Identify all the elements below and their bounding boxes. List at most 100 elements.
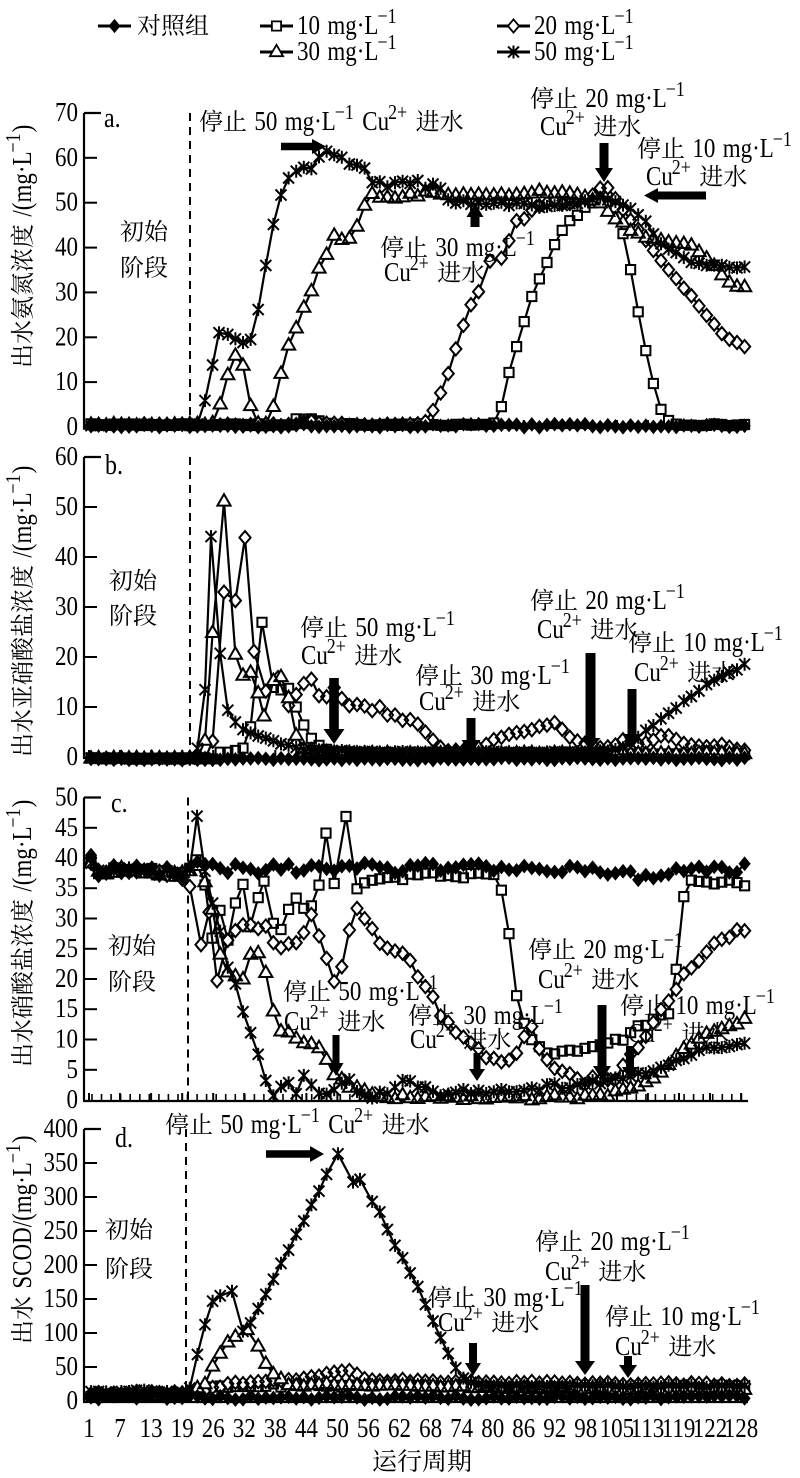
svg-text:5: 5 (67, 1055, 79, 1084)
svg-text:20: 20 (55, 964, 78, 993)
svg-text:Cu: Cu (384, 258, 411, 287)
svg-text:Cu: Cu (362, 107, 389, 136)
svg-text:35: 35 (55, 874, 78, 903)
svg-text:80: 80 (481, 1414, 504, 1443)
svg-text:−1: −1 (615, 32, 634, 55)
svg-text:10: 10 (675, 991, 698, 1020)
svg-text:2+: 2+ (566, 107, 585, 130)
svg-text:105: 105 (600, 1414, 634, 1443)
svg-text:350: 350 (44, 1148, 78, 1177)
svg-text:Cu: Cu (538, 965, 565, 994)
svg-text:Cu: Cu (438, 1308, 465, 1337)
svg-text:2+: 2+ (354, 1105, 373, 1128)
svg-text:mg·L: mg·L (285, 107, 336, 136)
svg-text:0: 0 (67, 1386, 79, 1415)
svg-text:74: 74 (450, 1414, 473, 1443)
svg-text:mg·L: mg·L (564, 11, 615, 40)
svg-text:113: 113 (631, 1414, 665, 1443)
svg-text:−1: −1 (666, 581, 685, 604)
svg-text:50: 50 (55, 188, 78, 217)
svg-text:30: 30 (470, 661, 493, 690)
svg-text:20: 20 (55, 642, 78, 671)
svg-text:150: 150 (44, 1284, 78, 1313)
svg-text:mg·L: mg·L (621, 1227, 672, 1256)
svg-text:mg·L: mg·L (494, 1001, 545, 1030)
svg-text:): ) (8, 125, 37, 133)
svg-text:b.: b. (105, 449, 123, 480)
svg-text:/(mg·L: /(mg·L (8, 826, 37, 891)
svg-text:62: 62 (388, 1414, 411, 1443)
svg-text:10: 10 (683, 628, 706, 657)
svg-text:50: 50 (355, 613, 378, 642)
svg-text:0: 0 (67, 1085, 79, 1114)
svg-text:20: 20 (590, 1227, 613, 1256)
svg-text:250: 250 (44, 1216, 78, 1245)
svg-text:70: 70 (55, 98, 78, 127)
svg-text:2+: 2+ (464, 1303, 483, 1326)
svg-text:50: 50 (254, 107, 277, 136)
svg-text:−1: −1 (335, 102, 354, 125)
svg-text:−1: −1 (741, 1297, 760, 1320)
svg-text:98: 98 (574, 1414, 597, 1443)
svg-text:−1: −1 (773, 129, 792, 152)
svg-text:50: 50 (55, 1352, 78, 1381)
svg-text:a.: a. (104, 102, 121, 133)
svg-text:−1: −1 (378, 6, 397, 29)
svg-text:mg·L: mg·L (327, 11, 378, 40)
svg-text:92: 92 (543, 1414, 566, 1443)
svg-text:300: 300 (44, 1182, 78, 1211)
svg-text:mg·L: mg·L (514, 1283, 565, 1312)
svg-text:Cu: Cu (410, 1025, 437, 1054)
svg-text:/(mg·L: /(mg·L (8, 151, 37, 216)
svg-text:50: 50 (55, 783, 78, 812)
svg-text:−1: −1 (756, 986, 775, 1009)
svg-text:2+: 2+ (660, 653, 679, 676)
svg-text:2+: 2+ (672, 157, 691, 180)
svg-text:mg·L: mg·L (386, 613, 437, 642)
svg-text:100: 100 (44, 1318, 78, 1347)
svg-text:mg·L: mg·L (251, 1110, 302, 1139)
svg-text:0: 0 (67, 742, 79, 771)
svg-text:30: 30 (297, 37, 320, 66)
svg-text:30: 30 (55, 592, 78, 621)
svg-text:2+: 2+ (571, 1252, 590, 1275)
svg-text:44: 44 (295, 1414, 318, 1443)
svg-text:−1: −1 (544, 996, 563, 1019)
svg-text:0: 0 (67, 412, 79, 441)
svg-text:119: 119 (662, 1414, 696, 1443)
svg-text:60: 60 (55, 442, 78, 471)
svg-text:−1: −1 (3, 474, 26, 493)
svg-text:10: 10 (660, 1302, 683, 1331)
svg-text:−1: −1 (378, 32, 397, 55)
svg-text:Cu: Cu (328, 1110, 355, 1139)
svg-text:Cu: Cu (545, 1257, 572, 1286)
svg-text:26: 26 (202, 1414, 225, 1443)
svg-text:−1: −1 (516, 228, 535, 251)
svg-text:−1: −1 (564, 1278, 583, 1301)
svg-text:d.: d. (115, 1122, 133, 1153)
svg-text:200: 200 (44, 1250, 78, 1279)
svg-text:7: 7 (114, 1414, 126, 1443)
svg-text:2+: 2+ (310, 1002, 329, 1025)
svg-text:400: 400 (44, 1114, 78, 1143)
svg-text:68: 68 (419, 1414, 442, 1443)
svg-text:−1: −1 (664, 930, 683, 953)
svg-text:mg·L: mg·L (616, 84, 667, 113)
svg-text:10: 10 (55, 692, 78, 721)
svg-text:50: 50 (55, 492, 78, 521)
svg-text:−1: −1 (551, 656, 570, 679)
svg-text:mg·L: mg·L (501, 661, 552, 690)
svg-text:mg·L: mg·L (616, 586, 667, 615)
svg-text:mg·L: mg·L (706, 991, 757, 1020)
svg-text:Cu: Cu (301, 641, 328, 670)
svg-text:128: 128 (724, 1414, 758, 1443)
svg-text:mg·L: mg·L (327, 37, 378, 66)
svg-text:Cu: Cu (646, 162, 673, 191)
svg-text:mg·L: mg·L (691, 1302, 742, 1331)
svg-text:−1: −1 (666, 79, 685, 102)
svg-text:): ) (8, 1135, 37, 1143)
svg-text:32: 32 (233, 1414, 256, 1443)
svg-text:10: 10 (297, 11, 320, 40)
svg-text:40: 40 (55, 542, 78, 571)
svg-text:): ) (8, 800, 37, 808)
